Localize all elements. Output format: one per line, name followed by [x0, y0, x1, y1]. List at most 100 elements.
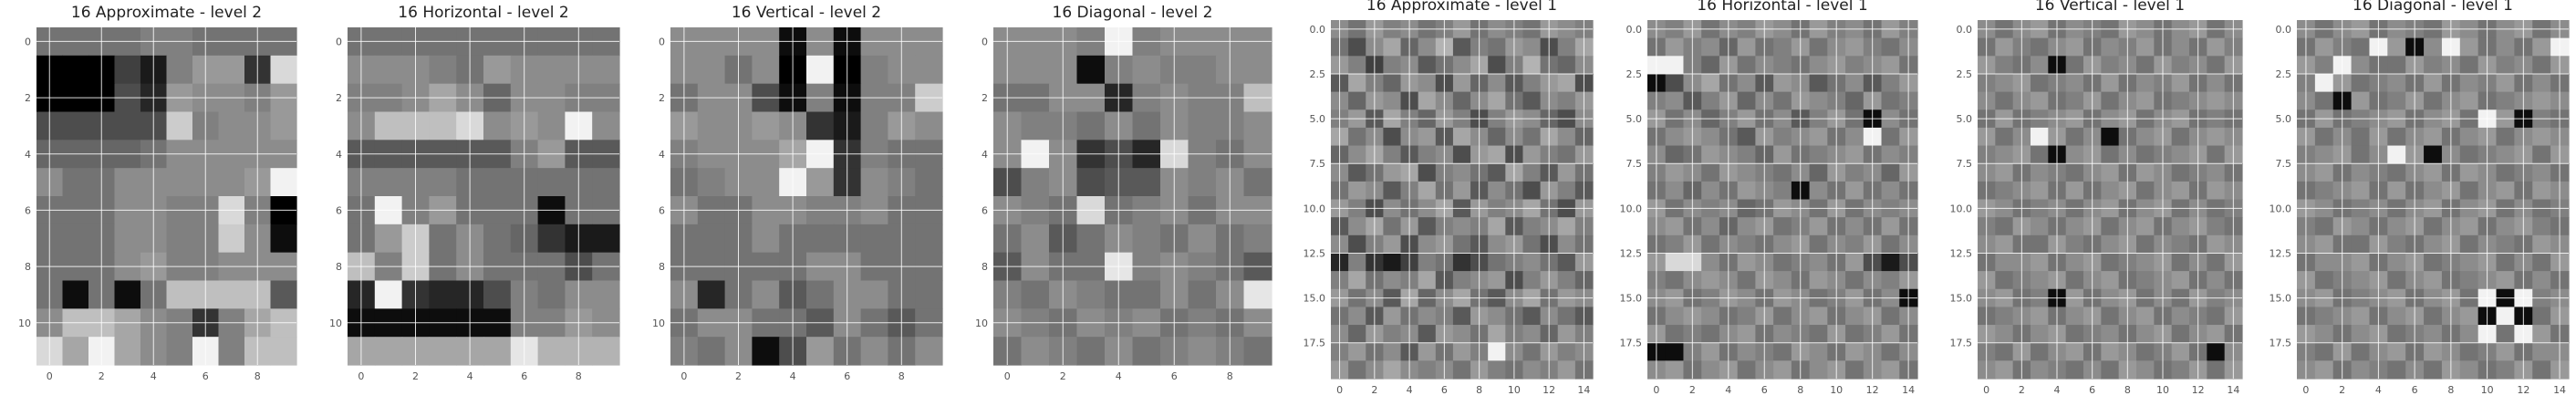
heatmap-cell	[1076, 168, 1106, 197]
heatmap-cell	[1701, 73, 1720, 93]
heatmap-cell	[2532, 342, 2551, 361]
heatmap-cell	[1348, 360, 1366, 380]
heatmap-cell	[2101, 307, 2120, 326]
heatmap-cell	[1845, 73, 1864, 93]
heatmap-cell	[2532, 360, 2551, 380]
heatmap-cell	[2459, 91, 2479, 110]
heatmap-cell	[1995, 127, 2014, 147]
x-tick-label: 0	[1983, 384, 1989, 396]
heatmap-cell	[1665, 37, 1685, 57]
x-tick-label: 8	[1476, 384, 1482, 396]
heatmap-cell	[2424, 253, 2443, 272]
heatmap-cell	[537, 337, 566, 366]
heatmap-cell	[2314, 253, 2334, 272]
heatmap-cell	[218, 224, 245, 254]
heatmap-cell	[1809, 127, 1828, 147]
y-tick-label: 4	[25, 149, 31, 161]
y-tick-label: 10.0	[1620, 203, 1643, 214]
heatmap-cell	[2136, 271, 2155, 290]
heatmap-cell	[1881, 253, 1900, 272]
heatmap-cell	[429, 337, 457, 366]
heatmap-cell	[2101, 360, 2120, 380]
heatmap-cell	[2496, 91, 2515, 110]
x-tick-label: 12	[2517, 384, 2529, 396]
heatmap-cell	[270, 337, 297, 366]
heatmap-cell	[1701, 253, 1720, 272]
heatmap-cell	[1809, 234, 1828, 255]
y-tick-label: 10.0	[1950, 203, 1973, 214]
heatmap-cell	[2171, 145, 2190, 164]
x-tick-label: 8	[2124, 384, 2131, 396]
heatmap-cell	[2532, 91, 2551, 110]
heatmap-cell	[1452, 271, 1471, 290]
heatmap-cell	[1995, 73, 2014, 93]
heatmap-cell	[1995, 163, 2014, 182]
y-tick-label: 10.0	[2270, 203, 2292, 214]
heatmap-cell	[374, 111, 403, 141]
heatmap-cell	[2207, 360, 2226, 380]
heatmap-plot: 0 2 4 6 8 0 2 4 6 8 10	[329, 27, 620, 382]
heatmap-cell	[1701, 307, 1720, 326]
heatmap-cell	[270, 224, 297, 254]
heatmap-cell	[2136, 325, 2155, 344]
heatmap-cell	[1701, 360, 1720, 380]
heatmap-cell	[1881, 307, 1900, 326]
heatmap-cell	[2031, 181, 2049, 201]
heatmap-cell	[1076, 111, 1106, 141]
heatmap-cell	[1995, 145, 2014, 164]
x-tick-label: 8	[1227, 370, 1233, 382]
heatmap-plot: 0 2 4 6 8 10 12 14 0.0 2.5 5.0 7.5 10.0 12.5 15.0 17.5	[1950, 20, 2243, 396]
heatmap-cell	[2351, 73, 2371, 93]
heatmap-cell	[2136, 37, 2155, 57]
heatmap-cell	[2314, 145, 2334, 164]
heatmap-cell	[1348, 37, 1366, 57]
heatmap-cell	[218, 111, 245, 141]
heatmap-cell	[2171, 360, 2190, 380]
heatmap-cell	[1773, 325, 1792, 344]
heatmap-cell	[2387, 325, 2406, 344]
heatmap-cell	[2207, 91, 2226, 110]
heatmap-cell	[1418, 181, 1437, 201]
heatmap-cell	[1557, 56, 1576, 75]
heatmap-cell	[483, 224, 512, 254]
heatmap-cell	[2496, 234, 2515, 255]
heatmap-cell	[1383, 234, 1402, 255]
heatmap-cell	[2387, 73, 2406, 93]
heatmap-cell	[1243, 224, 1272, 254]
heatmap-cell	[1557, 217, 1576, 236]
heatmap-cell	[1665, 145, 1685, 164]
heatmap-cell	[2387, 217, 2406, 236]
heatmap-cell	[1418, 217, 1437, 236]
heatmap-cell	[1665, 56, 1685, 75]
heatmap-cell	[2314, 181, 2334, 201]
heatmap-cell	[1995, 91, 2014, 110]
heatmap-cell	[2207, 307, 2226, 326]
x-tick-label: 10	[1508, 384, 1521, 396]
x-tick-label: 8	[2447, 384, 2454, 396]
heatmap-cell	[2207, 181, 2226, 201]
heatmap-cell	[2532, 73, 2551, 93]
heatmap-cell	[1557, 145, 1576, 164]
heatmap-cell	[1522, 360, 1542, 380]
heatmap-cell	[1845, 91, 1864, 110]
heatmap-cell	[2532, 127, 2551, 147]
heatmap-cell	[1845, 253, 1864, 272]
heatmap-cell	[2496, 56, 2515, 75]
heatmap-cell	[1995, 217, 2014, 236]
heatmap-cell	[1665, 234, 1685, 255]
heatmap-cell	[1488, 91, 1506, 110]
heatmap-cell	[1522, 127, 1542, 147]
x-tick-label: 2	[1060, 370, 1066, 382]
heatmap-cell	[1383, 181, 1402, 201]
heatmap-cell	[2171, 37, 2190, 57]
heatmap-cell	[2496, 37, 2515, 57]
heatmap-cell	[2031, 234, 2049, 255]
heatmap-cell	[1737, 217, 1756, 236]
heatmap-cell	[270, 280, 297, 309]
heatmap-cell	[2532, 145, 2551, 164]
heatmap-cell	[1737, 181, 1756, 201]
heatmap-cell	[1383, 37, 1402, 57]
y-tick-label: 2.5	[2276, 68, 2292, 80]
heatmap-cell	[537, 111, 566, 141]
heatmap-cell	[1348, 307, 1366, 326]
